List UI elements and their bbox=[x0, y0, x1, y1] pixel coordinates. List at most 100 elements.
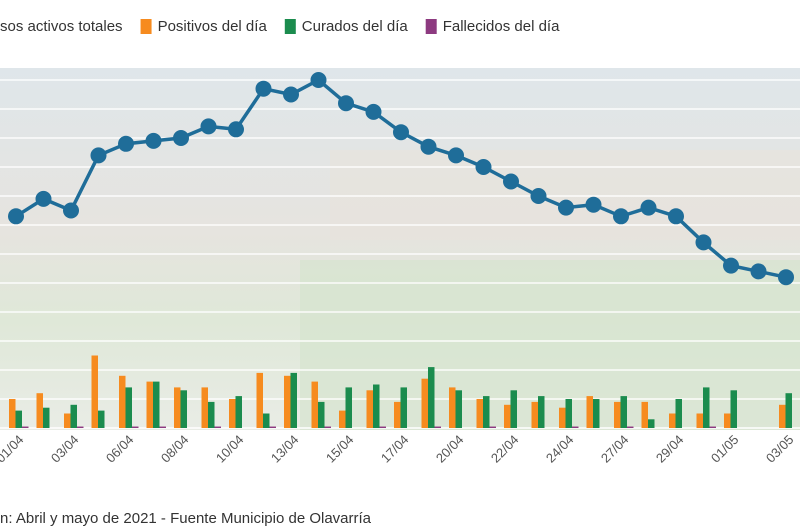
line-point bbox=[420, 138, 437, 155]
bar bbox=[675, 399, 682, 428]
x-tick-label: 15/04 bbox=[323, 432, 357, 466]
bar bbox=[229, 399, 236, 428]
bar bbox=[15, 410, 22, 428]
line-point bbox=[695, 234, 712, 251]
x-tick-label: 03/05 bbox=[763, 432, 797, 466]
bar bbox=[22, 426, 29, 428]
legend-swatch bbox=[284, 19, 296, 34]
x-tick-label: 08/04 bbox=[158, 432, 192, 466]
bar bbox=[159, 426, 166, 428]
line-point bbox=[723, 257, 739, 274]
bar bbox=[565, 399, 572, 428]
bar bbox=[455, 390, 462, 428]
bar bbox=[586, 396, 593, 428]
bar bbox=[394, 401, 401, 428]
line-point bbox=[558, 199, 574, 216]
x-tick-label: 01/04 bbox=[0, 432, 27, 466]
legend-label: Positivos del día bbox=[158, 18, 268, 35]
legend-label: Curados del día bbox=[302, 18, 409, 35]
line-point bbox=[310, 72, 327, 88]
bar bbox=[284, 375, 291, 428]
line-series bbox=[8, 72, 794, 286]
legend-label: sos activos totales bbox=[0, 18, 123, 35]
bar bbox=[263, 413, 270, 428]
bar bbox=[366, 390, 373, 428]
bar bbox=[132, 426, 139, 428]
legend: sos activos totales Positivos del día Cura… bbox=[0, 18, 560, 35]
bar bbox=[318, 401, 325, 428]
line-point bbox=[173, 130, 189, 146]
bar bbox=[256, 372, 263, 428]
bar bbox=[428, 367, 435, 428]
line-point bbox=[668, 208, 684, 225]
bar bbox=[449, 387, 456, 428]
bar bbox=[9, 399, 16, 428]
legend-swatch bbox=[140, 19, 152, 34]
line-point bbox=[283, 86, 299, 103]
bar bbox=[324, 426, 331, 428]
line-point bbox=[338, 95, 354, 112]
bar bbox=[489, 426, 496, 428]
bar bbox=[201, 387, 208, 428]
bar bbox=[125, 387, 132, 428]
x-tick-label: 27/04 bbox=[598, 432, 632, 466]
line-point bbox=[365, 103, 382, 120]
bar bbox=[400, 387, 407, 428]
bar bbox=[43, 407, 50, 428]
bar bbox=[77, 426, 84, 428]
legend-label: Fallecidos del día bbox=[443, 18, 560, 35]
x-tick-label: 13/04 bbox=[268, 432, 302, 466]
bar bbox=[779, 404, 786, 428]
line-point bbox=[613, 208, 629, 225]
line-point bbox=[118, 135, 134, 152]
bar bbox=[290, 372, 297, 428]
line-point bbox=[585, 196, 602, 213]
line-point bbox=[90, 147, 107, 164]
bar bbox=[724, 413, 731, 428]
bar bbox=[709, 426, 716, 428]
x-tick-label: 17/04 bbox=[378, 432, 412, 466]
bar bbox=[421, 378, 428, 428]
bar bbox=[593, 399, 600, 428]
bar bbox=[345, 387, 352, 428]
bar bbox=[648, 419, 655, 428]
bar bbox=[91, 355, 98, 428]
bar bbox=[476, 399, 483, 428]
x-tick-label: 06/04 bbox=[103, 432, 137, 466]
legend-swatch bbox=[425, 19, 437, 34]
bar bbox=[153, 381, 160, 428]
x-tick-label: 01/05 bbox=[708, 432, 742, 466]
bar bbox=[146, 381, 153, 428]
line-point bbox=[145, 132, 162, 149]
bar bbox=[339, 410, 346, 428]
bar bbox=[510, 390, 517, 428]
bars bbox=[9, 355, 792, 428]
x-tick-label: 24/04 bbox=[543, 432, 577, 466]
bar bbox=[620, 396, 627, 428]
line-point bbox=[255, 80, 272, 97]
line-point bbox=[63, 202, 79, 219]
bar bbox=[785, 393, 792, 428]
line-point bbox=[35, 190, 52, 207]
bar bbox=[538, 396, 545, 428]
bar bbox=[669, 413, 676, 428]
bar bbox=[70, 404, 77, 428]
x-tick-label: 10/04 bbox=[213, 432, 247, 466]
x-tick-label: 29/04 bbox=[653, 432, 687, 466]
bar bbox=[311, 381, 318, 428]
bar bbox=[180, 390, 187, 428]
line-point bbox=[475, 159, 492, 175]
bar bbox=[269, 426, 276, 428]
bar bbox=[214, 426, 221, 428]
bar bbox=[174, 387, 181, 428]
bar bbox=[531, 401, 538, 428]
bar bbox=[434, 426, 441, 428]
line-point bbox=[530, 188, 547, 204]
bar bbox=[98, 410, 105, 428]
x-tick-label: 22/04 bbox=[488, 432, 522, 466]
bar bbox=[559, 407, 566, 428]
x-tick-label: 20/04 bbox=[433, 432, 467, 466]
footer: n: Abril y mayo de 2021 - Fuente Municip… bbox=[0, 510, 372, 527]
x-axis: 01/04 03/04 06/04 08/04 10/04 13/04 15/04 17/04… bbox=[0, 432, 797, 466]
